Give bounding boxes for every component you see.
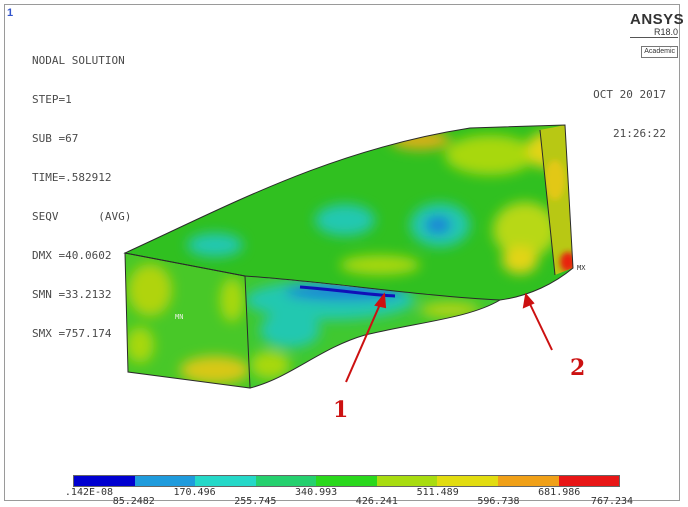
logo-version: R18.0 (630, 27, 678, 38)
legend-swatch (316, 476, 377, 486)
legend-label-bottom: 255.745 (234, 496, 277, 507)
annotation-arrows (345, 292, 553, 383)
min-marker: MN (175, 313, 183, 321)
legend-label-bottom: 596.738 (477, 496, 520, 507)
info-smx: SMX =757.174 (32, 327, 112, 340)
timestamp-date: OCT 20 2017 (593, 88, 666, 101)
arrow-2-head (522, 292, 535, 309)
legend-swatch (497, 476, 559, 486)
legend-label-top: 681.986 (538, 487, 581, 498)
timestamp: OCT 20 2017 21:26:22 (560, 62, 666, 153)
model-outline (123, 124, 574, 389)
legend-swatch (558, 476, 620, 486)
logo-name: ANSYS (630, 11, 685, 28)
arrow-1-head (374, 292, 387, 309)
legend-label-bottom: 85.2482 (112, 496, 155, 507)
legend-label-top: 340.993 (295, 487, 338, 498)
legend-label-top: .142E-08 (64, 487, 114, 498)
legend-swatch (376, 476, 438, 486)
info-result-type: SEQV (AVG) (32, 210, 132, 223)
right-end-face (540, 125, 573, 275)
legend-label-bottom: 426.241 (355, 496, 398, 507)
max-marker: MX (577, 264, 586, 272)
info-substep: SUB =67 (32, 132, 79, 145)
legend-swatch (74, 476, 135, 486)
top-surface-contours (187, 130, 563, 275)
legend-label-top: 170.496 (173, 487, 216, 498)
arrow-1 (345, 301, 382, 383)
info-time: TIME=.582912 (32, 171, 112, 184)
legend-swatch (437, 476, 498, 486)
solution-info-block: NODAL SOLUTION STEP=1 SUB =67 TIME=.5829… (32, 28, 131, 353)
left-end-contours (126, 264, 250, 384)
info-smn: SMN =33.2132 (32, 288, 112, 301)
info-title: NODAL SOLUTION (32, 54, 125, 67)
legend-swatch (195, 476, 256, 486)
legend-swatch (255, 476, 317, 486)
legend-swatch (134, 476, 196, 486)
annotation-label-1: 1 (333, 397, 348, 423)
front-surface-contours (245, 280, 480, 379)
color-legend-bar (73, 475, 620, 487)
annotation-label-2: 2 (570, 355, 585, 381)
timestamp-time: 21:26:22 (613, 127, 666, 140)
logo-edition: Academic (641, 46, 678, 58)
info-dmx: DMX =40.0602 (32, 249, 112, 262)
legend-label-bottom: 767.234 (590, 496, 634, 507)
window-number: 1 (7, 7, 14, 19)
arrow-2 (528, 301, 553, 351)
ansys-logo: ANSYS R18.0 Academic (630, 11, 685, 58)
info-step: STEP=1 (32, 93, 72, 106)
legend-label-top: 511.489 (416, 487, 459, 498)
